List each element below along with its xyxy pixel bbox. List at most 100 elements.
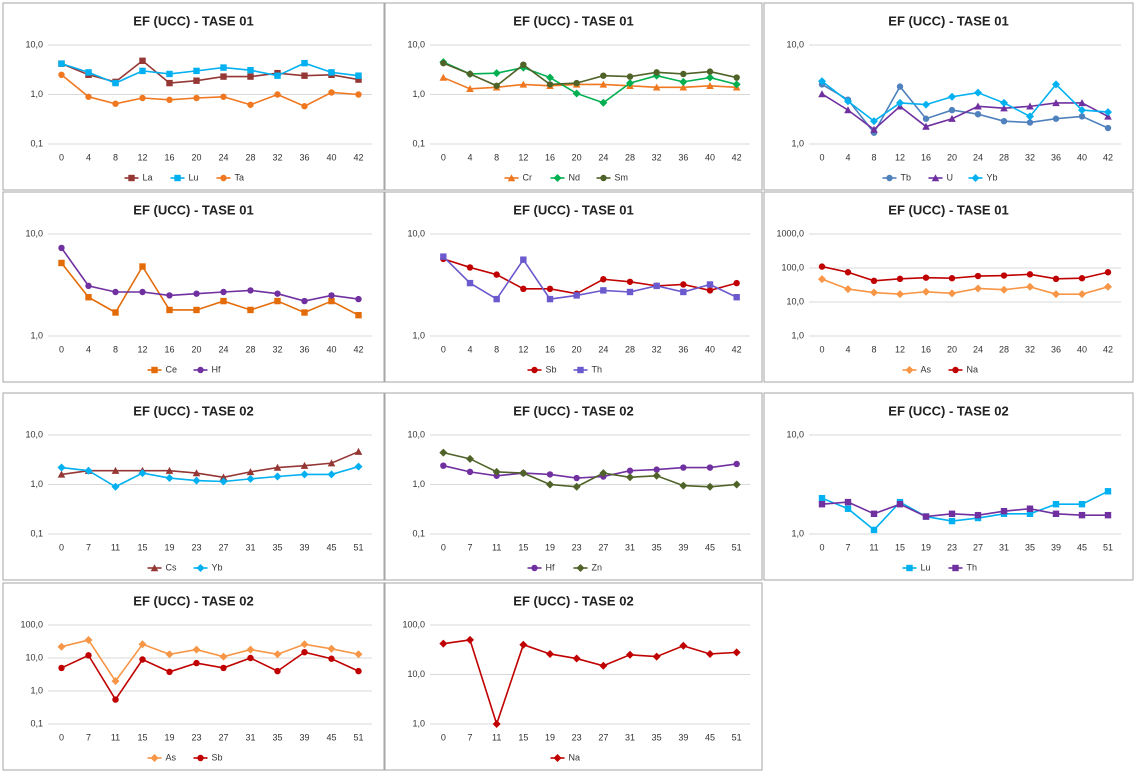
data-point	[355, 72, 362, 79]
data-point	[896, 83, 904, 90]
x-tick-label: 36	[1051, 344, 1061, 354]
data-point	[732, 648, 741, 657]
legend-marker	[576, 564, 585, 572]
legend-label: Sb	[546, 364, 557, 374]
x-tick-label: 32	[1025, 344, 1035, 354]
x-tick-label: 51	[732, 732, 742, 742]
data-point	[1104, 269, 1112, 276]
x-tick-label: 40	[1077, 152, 1087, 162]
x-tick-label: 27	[218, 732, 228, 742]
series-line	[61, 651, 359, 702]
data-point	[948, 92, 956, 101]
data-point	[572, 654, 581, 663]
x-tick-label: 51	[1103, 542, 1113, 552]
data-point	[328, 69, 335, 76]
y-tick-label: 1,0	[30, 479, 43, 489]
series-line	[61, 465, 359, 488]
data-point	[301, 297, 308, 305]
legend-label: Tb	[901, 172, 912, 182]
legend-marker	[531, 366, 538, 374]
panel-border	[384, 582, 763, 771]
x-tick-label: 7	[467, 542, 472, 552]
data-point	[57, 642, 66, 651]
data-point	[220, 64, 227, 71]
chart-title: EF (UCC) - TASE 02	[888, 403, 1008, 418]
x-tick-label: 16	[545, 152, 555, 162]
data-point	[193, 306, 200, 314]
data-point	[301, 103, 308, 110]
series-line	[443, 61, 737, 104]
data-point	[355, 311, 362, 319]
data-point	[354, 462, 363, 471]
data-point	[138, 640, 147, 649]
x-tick-label: 15	[137, 542, 147, 552]
data-point	[440, 462, 447, 469]
data-point	[439, 73, 448, 81]
data-point	[572, 482, 581, 491]
legend-marker	[553, 754, 562, 762]
legend-label: Hf	[546, 562, 555, 572]
chart-title: EF (UCC) - TASE 01	[133, 13, 253, 28]
x-tick-label: 40	[705, 152, 715, 162]
x-tick-label: 42	[353, 152, 363, 162]
data-point	[1078, 275, 1086, 282]
x-tick-label: 20	[947, 344, 957, 354]
panel-border	[763, 392, 1134, 581]
data-point	[466, 635, 474, 644]
data-point	[246, 474, 255, 483]
data-point	[166, 79, 173, 87]
data-point	[301, 648, 308, 656]
chart-title: EF (UCC) - TASE 01	[513, 202, 633, 217]
data-point	[300, 461, 309, 469]
data-point	[626, 288, 634, 296]
data-point	[680, 288, 687, 296]
legend-label: La	[143, 172, 153, 182]
data-point	[328, 655, 335, 662]
data-point	[599, 469, 608, 478]
data-point	[974, 88, 982, 97]
data-point	[328, 89, 335, 96]
x-tick-label: 24	[598, 344, 608, 354]
series-line	[821, 490, 1109, 531]
data-point	[1000, 117, 1008, 125]
data-point	[58, 60, 65, 67]
data-point	[600, 287, 607, 294]
data-point	[1000, 272, 1008, 279]
legend-marker	[952, 366, 959, 374]
data-point	[193, 290, 200, 297]
data-point	[439, 639, 448, 648]
y-tick-label: 100,0	[402, 619, 425, 629]
x-tick-label: 15	[137, 732, 147, 742]
x-tick-label: 24	[973, 152, 983, 162]
data-point	[1052, 115, 1060, 122]
legend-label: Ta	[235, 172, 245, 182]
data-point	[166, 306, 173, 314]
x-tick-label: 27	[218, 542, 228, 552]
legend-marker	[197, 366, 204, 374]
x-tick-label: 16	[164, 152, 174, 162]
x-tick-label: 20	[572, 344, 582, 354]
data-point	[922, 100, 930, 109]
y-tick-label: 10,0	[407, 39, 425, 49]
x-tick-label: 23	[191, 732, 201, 742]
x-tick-label: 11	[111, 542, 120, 552]
data-point	[300, 640, 309, 649]
data-point	[1000, 98, 1008, 107]
data-point	[58, 71, 65, 79]
data-point	[652, 471, 661, 480]
data-point	[219, 652, 228, 661]
x-tick-label: 42	[1103, 152, 1113, 162]
legend-label: U	[947, 172, 954, 182]
x-tick-label: 32	[1025, 152, 1035, 162]
x-tick-label: 32	[272, 152, 282, 162]
data-point	[1026, 102, 1034, 110]
data-point	[600, 276, 607, 283]
data-point	[706, 287, 714, 294]
legend-marker	[220, 174, 227, 182]
data-point	[818, 494, 826, 502]
data-point	[58, 664, 65, 672]
x-tick-label: 16	[921, 344, 931, 354]
y-tick-label: 10,0	[786, 296, 804, 306]
data-point	[520, 256, 527, 263]
data-point	[896, 275, 904, 283]
